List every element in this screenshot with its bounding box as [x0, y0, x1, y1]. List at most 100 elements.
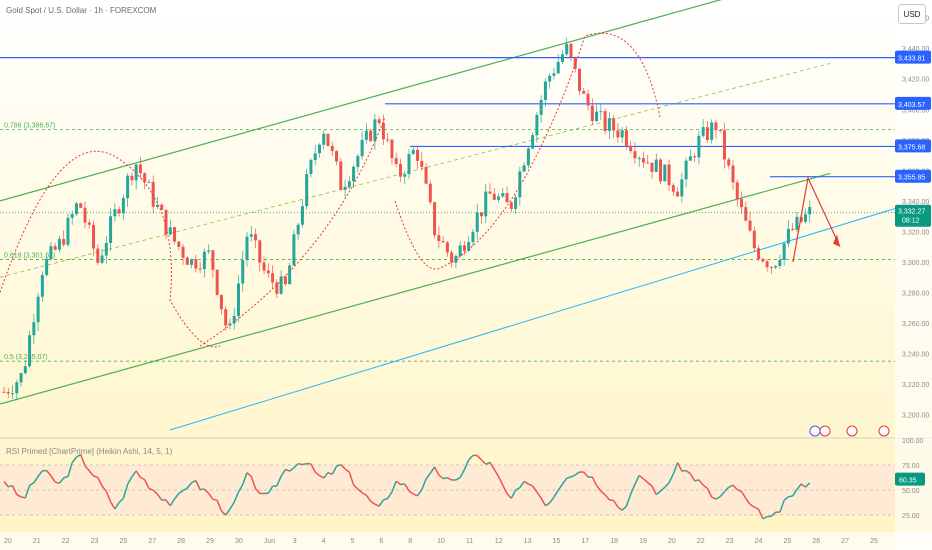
candle [317, 144, 321, 154]
x-tick-label: 22 [697, 538, 705, 545]
y-tick-label: 3,340.00 [902, 199, 929, 206]
x-tick-label: 28 [177, 538, 185, 545]
rsi-line-segment [93, 475, 99, 479]
y-tick-label: 3,440.00 [902, 46, 929, 53]
candle [330, 145, 334, 152]
candle [462, 245, 466, 251]
rsi-line-segment [267, 485, 274, 494]
candle [224, 309, 228, 326]
candle [769, 267, 773, 269]
candle [121, 198, 125, 214]
rsi-line-segment [336, 463, 342, 467]
candle [595, 111, 599, 122]
candle [343, 186, 347, 190]
candle [168, 227, 172, 235]
rsi-line-segment [468, 454, 474, 461]
rsi-line-segment [532, 485, 538, 493]
rsi-line-segment [105, 491, 112, 503]
rsi-line-segment [220, 510, 227, 516]
rsi-line-segment [493, 468, 500, 477]
rsi-line-segment [391, 480, 397, 493]
candle [637, 158, 641, 160]
y-tick-label: 3,220.00 [902, 382, 929, 389]
rsi-line-segment [783, 496, 789, 501]
candle [138, 164, 142, 174]
candle [782, 243, 786, 261]
rsi-line-segment [638, 474, 644, 480]
candle [160, 204, 164, 210]
candle [241, 260, 245, 284]
y-tick-label: 3,400.00 [902, 107, 929, 114]
rsi-line-segment [24, 485, 31, 499]
rsi-line-segment [76, 453, 82, 458]
candle [258, 240, 262, 263]
y-tick-label: 3,320.00 [902, 229, 929, 236]
rsi-line-segment [178, 490, 184, 495]
rsi-line-segment [11, 485, 18, 495]
channel-mid-line [0, 63, 831, 278]
candle [497, 196, 501, 200]
rsi-line-segment [165, 499, 171, 507]
rsi-line-segment [796, 483, 802, 490]
rsi-line-segment [591, 476, 598, 486]
candle [424, 166, 428, 184]
candle [228, 323, 232, 326]
rsi-line-segment [553, 489, 559, 498]
candle [70, 214, 74, 218]
candle [364, 130, 368, 140]
rsi-line-segment [374, 503, 380, 507]
rsi-line-segment [549, 496, 555, 504]
rsi-line-segment [706, 488, 713, 498]
y-tick-label: 3,240.00 [902, 352, 929, 359]
x-tick-label: 20 [4, 538, 12, 545]
rsi-line-segment [109, 501, 116, 510]
rsi-line-segment [71, 456, 78, 464]
candle [100, 255, 104, 263]
candle [748, 220, 752, 231]
rsi-line-segment [302, 462, 307, 466]
candle [565, 43, 569, 55]
rsi-line-segment [101, 485, 107, 492]
projection-arrowhead [833, 234, 840, 247]
rsi-line-segment [122, 484, 129, 499]
rsi-line-segment [29, 482, 35, 486]
candle [62, 238, 66, 245]
rsi-line-segment [58, 477, 65, 484]
rsi-line-segment [144, 479, 150, 489]
candle [219, 294, 223, 310]
currency-button[interactable]: USD [898, 4, 926, 24]
rsi-line-segment [173, 493, 180, 500]
x-tick-label: 10 [437, 538, 445, 545]
candle [560, 54, 564, 62]
current-price-badge [895, 204, 931, 227]
rsi-line-segment [400, 483, 405, 486]
candle [744, 207, 748, 221]
rsi-line-segment [655, 490, 661, 496]
x-tick-label: Jun [264, 538, 275, 545]
x-tick-label: 19 [639, 538, 647, 545]
rsi-line-segment [762, 516, 768, 520]
price-level-badge [895, 139, 931, 153]
rsi-line-segment [378, 499, 385, 507]
x-tick-label: 21 [33, 538, 41, 545]
rsi-line-segment [319, 474, 325, 479]
candle [326, 133, 330, 146]
candle [181, 246, 185, 258]
candle [79, 203, 83, 208]
candle [335, 151, 339, 162]
candle [501, 193, 505, 197]
pattern-arc [394, 32, 661, 270]
rsi-line-segment [685, 469, 691, 475]
x-tick-label: 20 [668, 538, 676, 545]
candle [556, 61, 560, 74]
x-tick-label: 13 [524, 538, 532, 545]
candle [373, 119, 377, 141]
candle [185, 257, 189, 265]
rsi-y-tick: 100.00 [902, 438, 924, 445]
rsi-line-segment [289, 467, 295, 472]
x-tick-label: 15 [553, 538, 561, 545]
rsi-line-segment [442, 477, 448, 480]
candle [607, 118, 611, 131]
